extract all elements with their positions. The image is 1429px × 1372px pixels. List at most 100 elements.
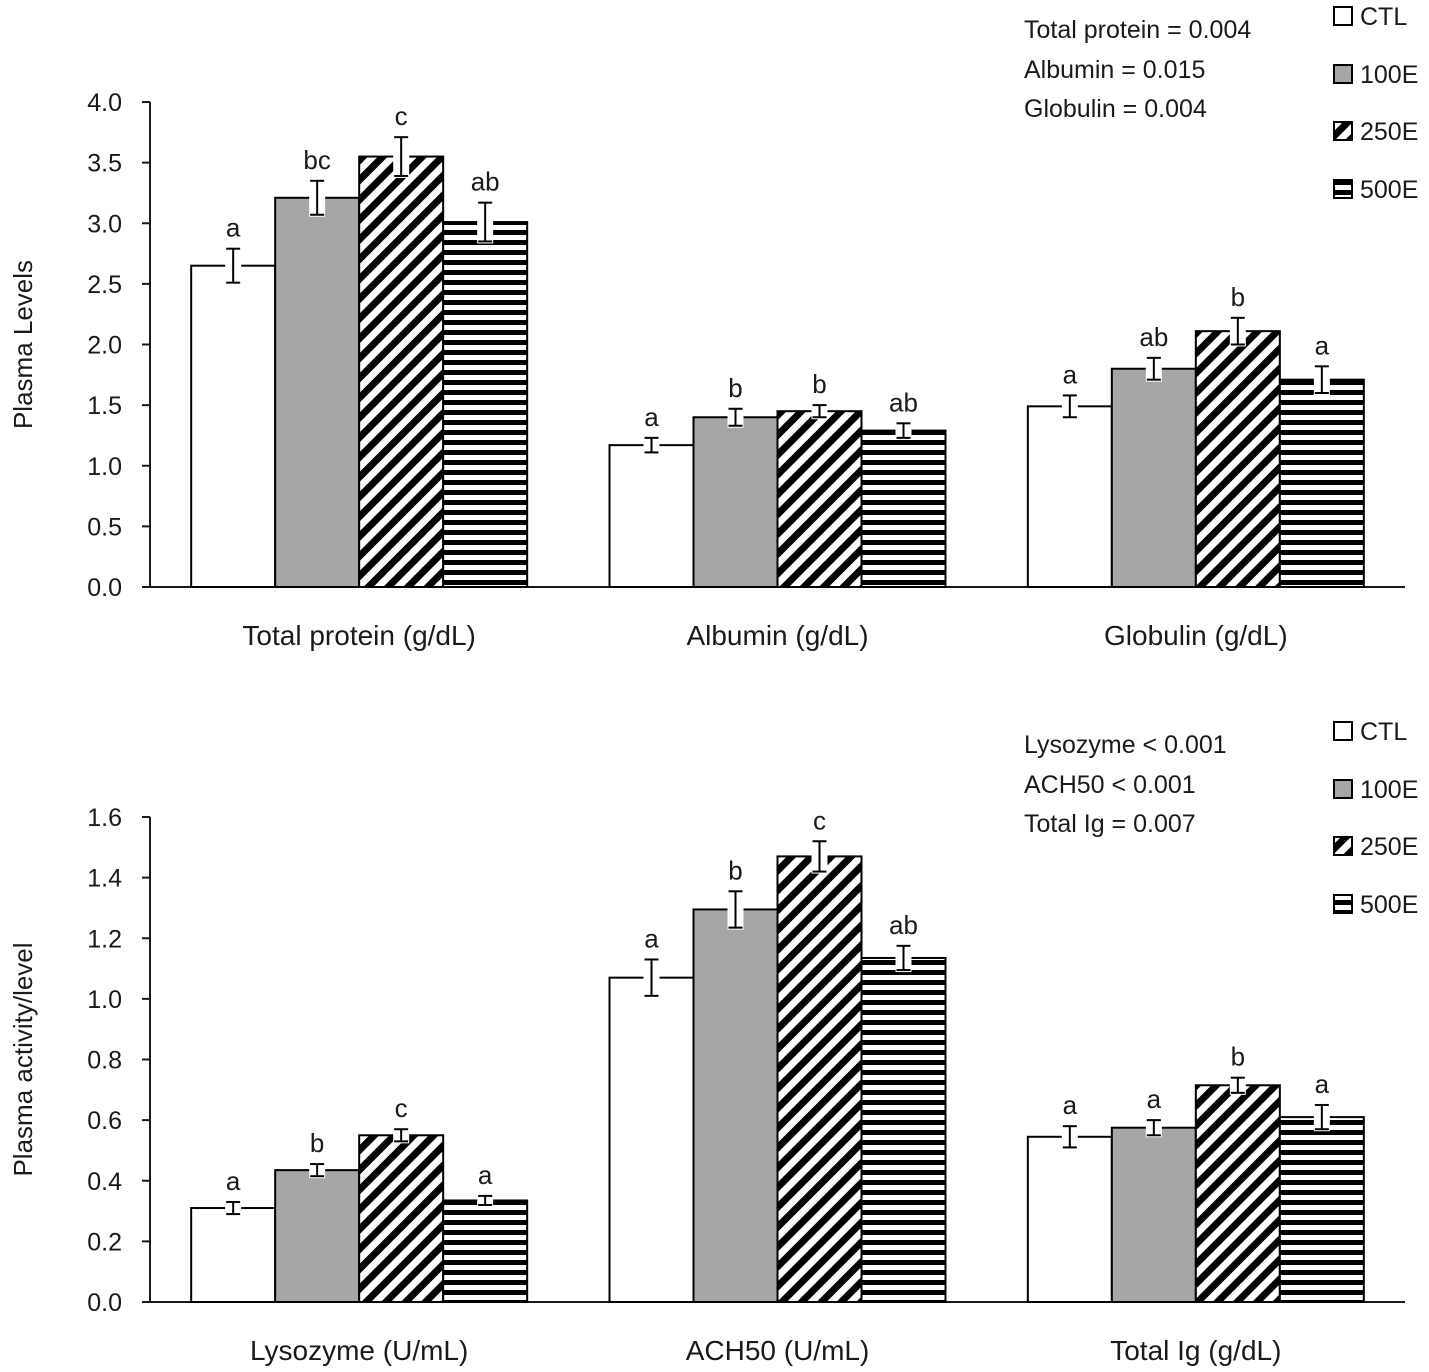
y-tick-label: 3.5: [87, 150, 122, 178]
category-label: Globulin (g/dL): [1104, 620, 1288, 651]
error-bar: [393, 135, 410, 178]
error-bar: [1313, 364, 1330, 395]
significance-letter: b: [1231, 1042, 1245, 1072]
bar-500e: [1278, 1116, 1365, 1303]
legend-item-e100: 100E: [1333, 61, 1418, 89]
legend-swatch: [1333, 894, 1353, 914]
legend-item-e500: 500E: [1333, 176, 1418, 204]
significance-letter: a: [644, 402, 659, 432]
bar-250e: [358, 1134, 445, 1303]
y-tick-label: 1.4: [87, 865, 122, 893]
legend-label: 500E: [1360, 176, 1418, 204]
significance-letter: b: [812, 369, 826, 399]
bar-100e: [1110, 367, 1197, 588]
error-bar: [811, 839, 828, 874]
significance-letter: b: [728, 373, 742, 403]
y-tick-label: 3.0: [87, 210, 122, 238]
bar-100e: [692, 908, 779, 1303]
error-bar: [477, 1193, 494, 1207]
legend-item-e500: 500E: [1333, 891, 1418, 919]
significance-letter: ab: [889, 910, 918, 940]
significance-letter: c: [813, 805, 826, 835]
legend-item-e250: 250E: [1333, 833, 1418, 861]
y-tick-label: 1.6: [87, 804, 122, 832]
error-bar: [1145, 355, 1162, 382]
y-axis-title: Plasma activity/level: [8, 942, 38, 1176]
error-bar: [727, 889, 744, 930]
y-tick-label: 1.0: [87, 453, 122, 481]
y-tick-label: 0.2: [87, 1228, 122, 1256]
bar-250e: [1194, 1084, 1281, 1303]
significance-letter: b: [1231, 282, 1245, 312]
bar-250e: [358, 155, 445, 588]
category-label: Lysozyme (U/mL): [250, 1335, 468, 1366]
legend-swatch: [1333, 836, 1353, 856]
bar-100e: [1110, 1126, 1197, 1303]
legend-label: 100E: [1360, 61, 1418, 89]
legend-swatch: [1333, 6, 1353, 26]
p-value-text: Total protein = 0.004: [1024, 16, 1251, 44]
legend-item-e100: 100E: [1333, 776, 1418, 804]
significance-letter: b: [310, 1128, 324, 1158]
bar-500e: [1278, 378, 1365, 588]
legend-item-ctl: CTL: [1333, 3, 1407, 31]
error-bar: [309, 178, 326, 217]
bar-ctl: [1026, 1135, 1113, 1303]
bar-500e: [860, 429, 947, 588]
error-bar: [895, 943, 912, 973]
error-bar: [225, 246, 242, 285]
y-tick-label: 4.0: [87, 89, 122, 117]
significance-letter: a: [226, 213, 241, 243]
legend-label: 100E: [1360, 776, 1418, 804]
bar-250e: [776, 410, 863, 588]
bar-250e: [1194, 330, 1281, 588]
bar-500e: [442, 1199, 529, 1303]
significance-letter: bc: [303, 145, 330, 175]
legend-swatch: [1333, 64, 1353, 84]
y-axis-title: Plasma Levels: [8, 260, 38, 429]
error-bar: [1229, 315, 1246, 347]
significance-letter: a: [1147, 1084, 1162, 1114]
significance-letter: a: [1315, 1069, 1330, 1099]
y-tick-label: 2.0: [87, 332, 122, 360]
significance-letter: a: [644, 923, 659, 953]
category-label: ACH50 (U/mL): [686, 1335, 870, 1366]
category-label: Albumin (g/dL): [686, 620, 868, 651]
bar-250e: [776, 855, 863, 1303]
p-value-text: Lysozyme < 0.001: [1024, 731, 1227, 759]
error-bar: [1229, 1075, 1246, 1095]
plasma-immune-chart: 0.0 0.2 0.4 0.6 0.8 1.0 1.2 1.4 1.6 Plasma activi…: [8, 718, 1418, 1366]
error-bar: [895, 421, 912, 440]
legend-label: 500E: [1360, 891, 1418, 919]
bar-100e: [274, 1169, 361, 1303]
legend-swatch: [1333, 121, 1353, 141]
plasma-protein-chart: 0.0 0.5 1.0 1.5 2.0 2.5 3.0 3.5 4.0 Plasma Levels…: [8, 3, 1418, 651]
y-tick-label: 0.4: [87, 1168, 122, 1196]
error-bar: [727, 406, 744, 428]
y-tick-label: 1.0: [87, 986, 122, 1014]
p-value-text: Total Ig = 0.007: [1024, 810, 1196, 838]
legend-swatch: [1333, 721, 1353, 741]
y-tick-label: 0.8: [87, 1047, 122, 1075]
significance-letter: c: [395, 1093, 408, 1123]
legend-label: CTL: [1360, 3, 1407, 31]
p-value-text: Albumin = 0.015: [1024, 56, 1205, 84]
significance-letter: b: [728, 855, 742, 885]
error-bar: [643, 957, 660, 998]
y-tick-label: 0.5: [87, 513, 122, 541]
error-bar: [225, 1199, 242, 1217]
legend-label: 250E: [1360, 118, 1418, 146]
bar-100e: [692, 416, 779, 588]
error-bar: [1313, 1102, 1330, 1132]
error-bar: [1145, 1118, 1162, 1138]
error-bar: [393, 1127, 410, 1144]
bar-ctl: [190, 1207, 277, 1303]
error-bar: [643, 435, 660, 455]
y-tick-label: 1.2: [87, 925, 122, 953]
significance-letter: a: [1063, 359, 1078, 389]
bar-ctl: [608, 976, 695, 1303]
p-value-text: Globulin = 0.004: [1024, 95, 1207, 123]
legend-item-e250: 250E: [1333, 118, 1418, 146]
category-label: Total Ig (g/dL): [1110, 1335, 1281, 1366]
